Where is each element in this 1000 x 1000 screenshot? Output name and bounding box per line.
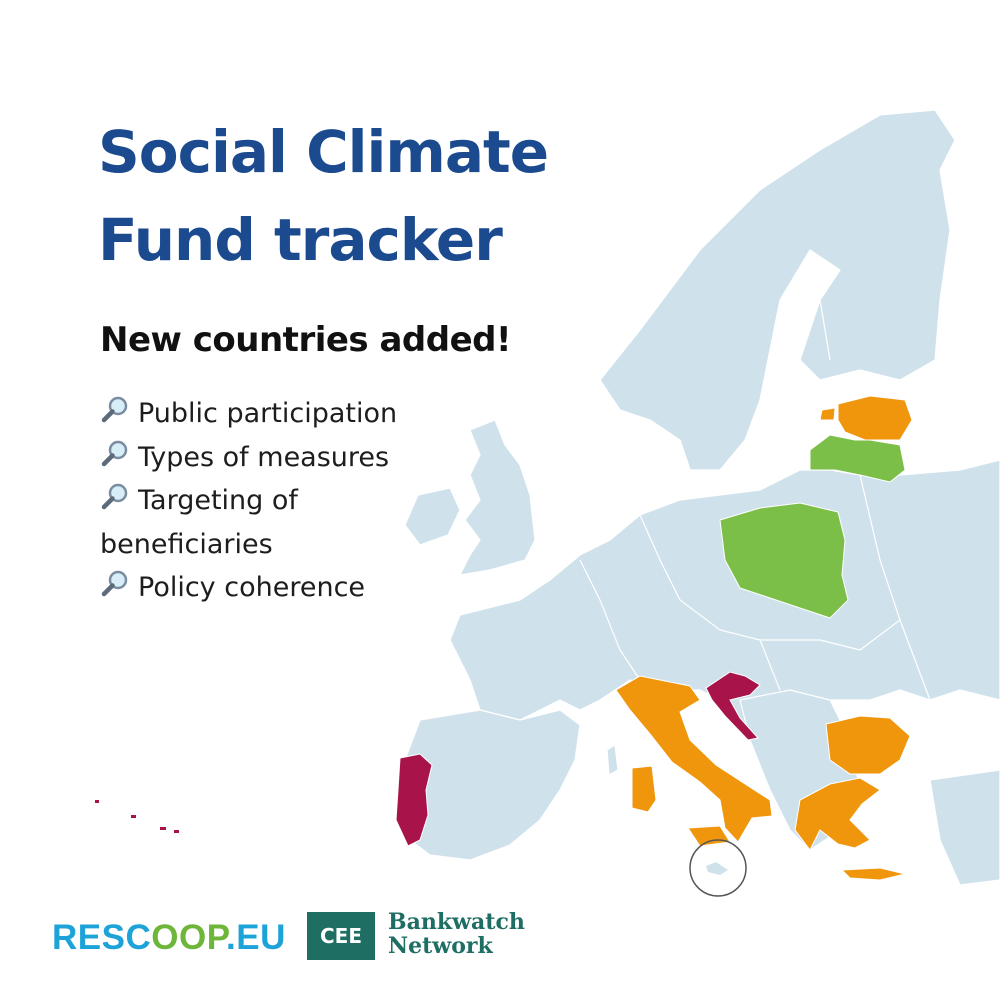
map-country-estonia bbox=[819, 395, 913, 441]
map-country-greece bbox=[794, 777, 906, 881]
partner-logos: RESCOOP.EU CEE Bankwatch Network bbox=[0, 900, 1000, 980]
magnifier-icon bbox=[100, 482, 130, 512]
title-line-1: Social Climate bbox=[98, 118, 549, 186]
rescoop-logo-part1: RESC bbox=[52, 918, 152, 957]
feature-item: Policy coherence bbox=[100, 566, 440, 610]
map-country-poland bbox=[719, 502, 849, 619]
announcement-heading: New countries added! bbox=[100, 320, 512, 360]
rescoop-logo-part2: OOP bbox=[151, 918, 227, 957]
scandinavia-landmass bbox=[599, 109, 956, 471]
malta-inset-circle bbox=[689, 839, 747, 897]
rescoop-logo: RESCOOP.EU bbox=[52, 918, 286, 958]
page-title: Social Climate Fund tracker bbox=[98, 108, 658, 284]
great-britain bbox=[459, 419, 536, 576]
mainland-europe bbox=[449, 459, 1000, 761]
map-country-malta bbox=[706, 862, 728, 875]
magnifier-icon bbox=[100, 395, 130, 425]
feature-item: Types of measures bbox=[100, 436, 440, 480]
magnifier-icon bbox=[100, 569, 130, 599]
map-country-italy bbox=[615, 675, 773, 847]
map-country-latvia bbox=[809, 434, 906, 483]
feature-label: Policy coherence bbox=[138, 572, 366, 603]
feature-item: Targeting of beneficiaries bbox=[100, 479, 440, 566]
title-line-2: Fund tracker bbox=[98, 206, 503, 274]
rescoop-logo-part3: .EU bbox=[226, 918, 286, 957]
feature-item: Public participation bbox=[100, 392, 440, 436]
features-list: Public participation Types of measures T… bbox=[100, 392, 440, 610]
bankwatch-line-1: Bankwatch bbox=[388, 909, 525, 935]
feature-label: Public participation bbox=[138, 398, 398, 429]
magnifier-icon bbox=[100, 439, 130, 469]
feature-label: Targeting of beneficiaries bbox=[100, 485, 298, 560]
feature-label: Types of measures bbox=[138, 441, 390, 473]
turkey-edge bbox=[929, 769, 1000, 886]
map-country-portugal bbox=[395, 753, 433, 847]
ireland bbox=[404, 487, 461, 546]
atlantic-islands bbox=[95, 800, 179, 833]
corsica bbox=[606, 744, 619, 776]
cee-logo-box: CEE bbox=[307, 912, 375, 960]
map-country-bulgaria bbox=[825, 715, 911, 775]
bankwatch-line-2: Network bbox=[388, 933, 493, 959]
map-country-croatia bbox=[705, 671, 761, 741]
bankwatch-logo-text: Bankwatch Network bbox=[388, 910, 548, 958]
